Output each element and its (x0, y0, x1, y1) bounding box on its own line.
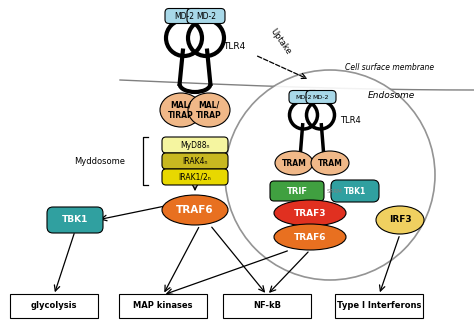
Ellipse shape (311, 151, 349, 175)
Ellipse shape (274, 200, 346, 226)
Text: TBK1: TBK1 (344, 186, 366, 196)
Text: TLR4: TLR4 (223, 41, 245, 51)
Text: MyD88ₙ: MyD88ₙ (180, 140, 210, 150)
FancyBboxPatch shape (331, 180, 379, 202)
FancyBboxPatch shape (119, 294, 207, 318)
Text: Cell surface membrane: Cell surface membrane (346, 63, 435, 72)
Text: Endosome: Endosome (368, 90, 415, 100)
Ellipse shape (188, 93, 230, 127)
Text: Myddosome: Myddosome (74, 157, 126, 166)
Ellipse shape (275, 151, 313, 175)
Text: TRIF: TRIF (286, 186, 308, 196)
Ellipse shape (162, 195, 228, 225)
Ellipse shape (376, 206, 424, 234)
FancyBboxPatch shape (187, 9, 225, 24)
Text: Uptake: Uptake (268, 27, 292, 57)
Text: TRAM: TRAM (318, 159, 342, 167)
Ellipse shape (274, 224, 346, 250)
FancyBboxPatch shape (289, 90, 319, 104)
Circle shape (225, 70, 435, 280)
Text: IRAK1/2ₙ: IRAK1/2ₙ (179, 172, 211, 181)
Text: glycolysis: glycolysis (31, 302, 77, 310)
Text: TRAF3: TRAF3 (294, 209, 326, 217)
FancyBboxPatch shape (162, 137, 228, 153)
FancyBboxPatch shape (47, 207, 103, 233)
Text: MAP kinases: MAP kinases (133, 302, 193, 310)
Text: MAL/
TIRAP: MAL/ TIRAP (168, 100, 194, 120)
Text: IRF3: IRF3 (389, 215, 411, 224)
FancyBboxPatch shape (165, 9, 203, 24)
Text: MD-2: MD-2 (313, 94, 329, 100)
Text: TRAF6: TRAF6 (176, 205, 214, 215)
Text: Type I Interferons: Type I Interferons (337, 302, 421, 310)
Text: TBK1: TBK1 (62, 215, 88, 224)
Text: NF-kB: NF-kB (253, 302, 281, 310)
FancyBboxPatch shape (10, 294, 98, 318)
Text: IRAK4ₙ: IRAK4ₙ (182, 157, 208, 166)
Text: MD-2: MD-2 (296, 94, 312, 100)
Text: MAL/
TIRAP: MAL/ TIRAP (196, 100, 222, 120)
FancyBboxPatch shape (162, 153, 228, 169)
Text: TRAF6: TRAF6 (294, 232, 326, 242)
FancyBboxPatch shape (335, 294, 423, 318)
Text: SARM: SARM (327, 188, 343, 194)
Ellipse shape (160, 93, 202, 127)
Text: TLR4: TLR4 (340, 116, 361, 124)
FancyBboxPatch shape (223, 294, 311, 318)
FancyBboxPatch shape (306, 90, 336, 104)
Text: MD-2: MD-2 (174, 12, 194, 21)
FancyBboxPatch shape (162, 169, 228, 185)
FancyBboxPatch shape (270, 181, 324, 201)
Text: TRAM: TRAM (282, 159, 306, 167)
Text: MD-2: MD-2 (196, 12, 216, 21)
